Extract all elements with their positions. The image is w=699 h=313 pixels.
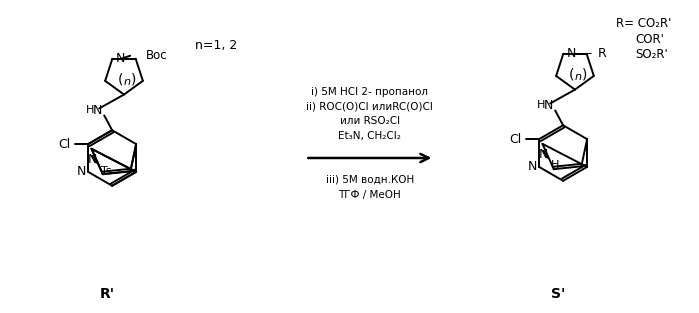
Text: n: n [124,77,131,87]
Text: (: ( [117,73,123,87]
Text: N: N [544,99,553,112]
Text: Cl: Cl [58,138,71,151]
Text: ): ) [131,73,136,87]
Text: ): ) [582,68,588,82]
Text: Ts: Ts [101,166,112,176]
Text: N: N [77,165,86,178]
Text: n: n [575,72,582,82]
Text: R: R [598,47,607,60]
Text: N: N [88,153,97,166]
Text: R= CO₂R': R= CO₂R' [616,17,671,30]
Text: H: H [537,100,545,110]
Text: S': S' [551,287,565,301]
Text: N: N [566,47,576,60]
Text: N: N [539,148,548,161]
Text: N: N [115,52,124,65]
Text: n=1, 2: n=1, 2 [195,39,238,53]
Text: H: H [550,160,559,170]
Text: ii) ROC(O)Cl илиRC(O)Cl: ii) ROC(O)Cl илиRC(O)Cl [306,101,433,111]
Text: R': R' [99,287,115,301]
Text: (: ( [568,68,574,82]
Text: SO₂R': SO₂R' [635,49,668,61]
Text: Boc: Boc [146,49,168,62]
Text: N: N [528,160,537,173]
Text: H: H [86,105,94,115]
Text: Cl: Cl [509,133,521,146]
Text: Et₃N, CH₂Cl₂: Et₃N, CH₂Cl₂ [338,131,401,141]
Text: COR': COR' [635,33,664,46]
Text: или RSO₂Cl: или RSO₂Cl [340,116,400,126]
Text: iii) 5М водн.КОН: iii) 5М водн.КОН [326,175,414,185]
Text: N: N [92,104,102,117]
Text: i) 5М HCl 2- пропанол: i) 5М HCl 2- пропанол [311,87,428,97]
Text: –: – [585,47,591,60]
Text: ТГФ / MeOH: ТГФ / MeOH [338,190,401,200]
